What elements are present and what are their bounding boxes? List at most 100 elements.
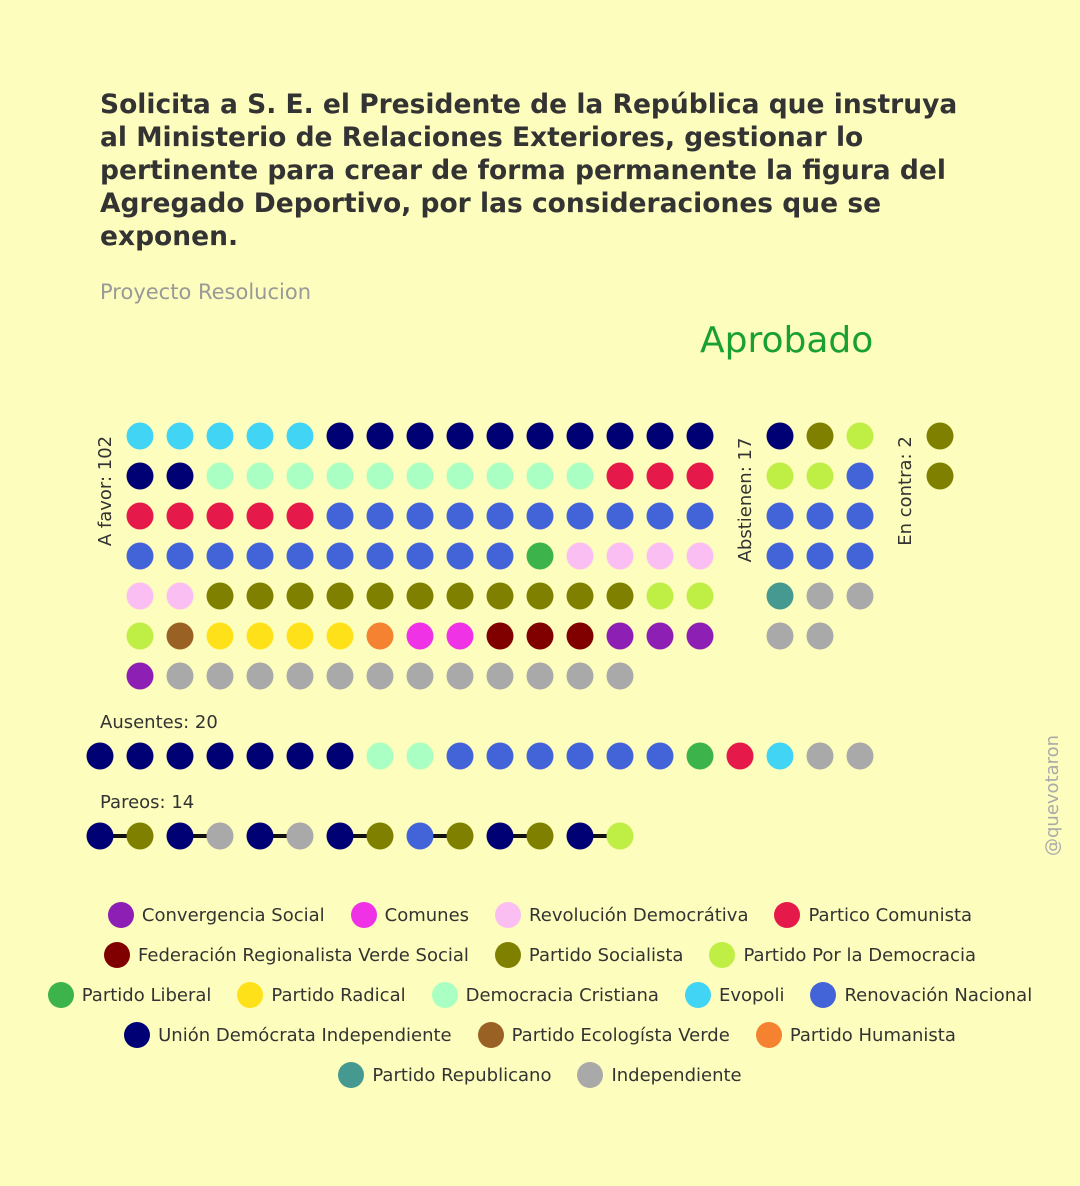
- legend-swatch: [684, 982, 711, 1008]
- favor-vote-dot: [446, 622, 474, 650]
- pair-vote-dot: [366, 822, 394, 850]
- abstain-vote-dot: [846, 502, 874, 530]
- pair-vote-dot: [86, 822, 114, 850]
- legend-item: Partido Ecologísta Verde: [477, 1022, 730, 1048]
- legend-label: Partido Republicano: [372, 1064, 552, 1086]
- legend-item: Partido Liberal: [47, 982, 212, 1008]
- legend-swatch: [124, 1022, 151, 1048]
- legend-item: Revolución Democrátiva: [495, 902, 748, 928]
- favor-vote-dot: [126, 422, 154, 450]
- favor-vote-dot: [206, 542, 234, 570]
- favor-vote-dot: [606, 502, 634, 530]
- favor-vote-dot: [286, 622, 314, 650]
- vote-type: Proyecto Resolucion: [100, 280, 312, 304]
- legend-item: Partido Socialista: [494, 942, 683, 968]
- favor-vote-dot: [246, 662, 274, 690]
- favor-vote-dot: [566, 582, 594, 610]
- legend-row: Unión Demócrata Independiente Partido Eco…: [0, 1015, 1080, 1055]
- absent-vote-dot: [366, 742, 394, 770]
- legend-label: Convergencia Social: [141, 904, 325, 926]
- favor-label: A favor: 102: [95, 436, 116, 546]
- absent-vote-dot: [206, 742, 234, 770]
- abstain-vote-dot: [806, 422, 834, 450]
- favor-vote-dot: [406, 622, 434, 650]
- abstain-label: Abstienen: 17: [735, 438, 756, 563]
- legend-label: Renovación Nacional: [844, 984, 1033, 1006]
- abstain-vote-dot: [846, 582, 874, 610]
- vote-title: Solicita a S. E. el Presidente de la Rep…: [100, 89, 958, 252]
- absent-vote-dot: [806, 742, 834, 770]
- favor-vote-dot: [566, 662, 594, 690]
- legend-swatch: [755, 1022, 782, 1048]
- favor-vote-dot: [686, 502, 714, 530]
- favor-vote-dot: [526, 502, 554, 530]
- legend-label: Unión Demócrata Independiente: [158, 1024, 452, 1046]
- vote-result: Aprobado: [700, 320, 874, 361]
- legend-label: Evopoli: [718, 984, 785, 1006]
- favor-vote-dot: [326, 422, 354, 450]
- against-label: En contra: 2: [895, 436, 916, 546]
- favor-vote-dot: [326, 662, 354, 690]
- party-legend: Convergencia Social Comunes Revolución Dem…: [0, 895, 1080, 1095]
- legend-item: Convergencia Social: [107, 902, 325, 928]
- pair-vote-dot: [166, 822, 194, 850]
- favor-vote-dot: [446, 582, 474, 610]
- favor-vote-dot: [246, 622, 274, 650]
- pair-vote-dot: [206, 822, 234, 850]
- favor-vote-dot: [486, 622, 514, 650]
- favor-vote-dot: [286, 502, 314, 530]
- favor-vote-dot: [366, 502, 394, 530]
- favor-vote-dot: [526, 542, 554, 570]
- favor-vote-dot: [686, 542, 714, 570]
- favor-vote-dot: [646, 502, 674, 530]
- abstain-vote-dot: [806, 462, 834, 490]
- legend-item: Federación Regionalista Verde Social: [104, 942, 469, 968]
- favor-vote-dot: [206, 462, 234, 490]
- favor-vote-dot: [206, 502, 234, 530]
- legend-item: Evopoli: [684, 982, 785, 1008]
- favor-vote-dot: [126, 622, 154, 650]
- favor-vote-dot: [406, 502, 434, 530]
- abstain-vote-dot: [806, 582, 834, 610]
- pair-vote-dot: [126, 822, 154, 850]
- legend-label: Partido Humanista: [789, 1024, 956, 1046]
- legend-label: Partido Liberal: [81, 984, 212, 1006]
- watermark: @quevotaron: [1042, 734, 1063, 856]
- absent-vote-dot: [686, 742, 714, 770]
- legend-label: Federación Regionalista Verde Social: [138, 944, 469, 966]
- absent-vote-dot: [406, 742, 434, 770]
- legend-row: Convergencia Social Comunes Revolución Dem…: [0, 895, 1080, 935]
- favor-vote-dot: [446, 462, 474, 490]
- legend-swatch: [104, 942, 130, 968]
- against-vote-dot: [926, 422, 954, 450]
- favor-vote-dot: [366, 582, 394, 610]
- favor-vote-dot: [526, 622, 554, 650]
- favor-vote-dot: [286, 422, 314, 450]
- favor-vote-dot: [566, 462, 594, 490]
- abstain-vote-dot: [806, 622, 834, 650]
- legend-swatch: [477, 1022, 504, 1048]
- favor-vote-dot: [406, 422, 434, 450]
- favor-vote-dot: [366, 422, 394, 450]
- favor-vote-dot: [286, 582, 314, 610]
- favor-vote-dot: [446, 662, 474, 690]
- favor-vote-dot: [206, 622, 234, 650]
- favor-vote-dot: [446, 542, 474, 570]
- abstain-vote-dot: [766, 502, 794, 530]
- favor-vote-dot: [486, 582, 514, 610]
- favor-vote-dot: [646, 462, 674, 490]
- absent-vote-dot: [606, 742, 634, 770]
- absent-vote-dot: [566, 742, 594, 770]
- favor-vote-dot: [246, 462, 274, 490]
- legend-row: Federación Regionalista Verde Social Part…: [0, 935, 1080, 975]
- favor-vote-dot: [526, 662, 554, 690]
- favor-vote-dot: [206, 662, 234, 690]
- legend-item: Independiente: [577, 1062, 742, 1088]
- favor-vote-dot: [486, 502, 514, 530]
- absent-vote-dot: [846, 742, 874, 770]
- favor-vote-dot: [486, 542, 514, 570]
- legend-swatch: [107, 902, 134, 928]
- favor-vote-dot: [366, 622, 394, 650]
- favor-vote-dot: [166, 662, 194, 690]
- favor-vote-dot: [606, 622, 634, 650]
